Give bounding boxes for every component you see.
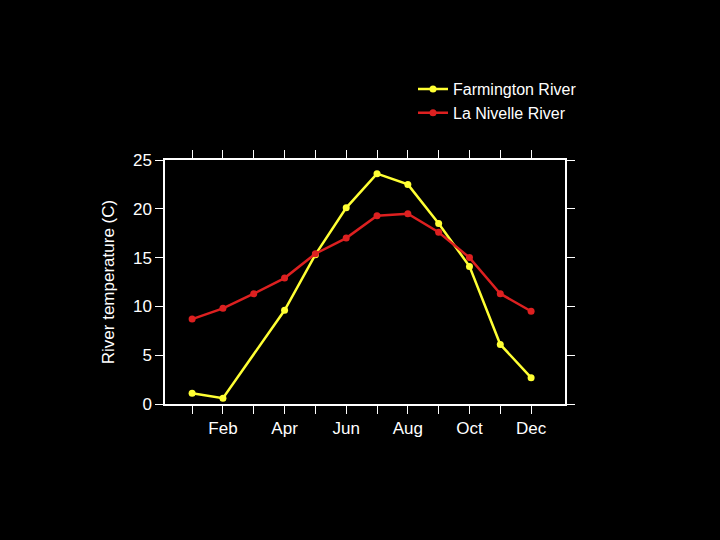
svg-text:5: 5 <box>142 346 151 365</box>
svg-text:River temperature (C): River temperature (C) <box>99 200 118 364</box>
svg-text:Farmington River: Farmington River <box>453 81 576 98</box>
svg-text:Aug: Aug <box>393 419 423 438</box>
svg-text:La Nivelle River: La Nivelle River <box>453 105 566 122</box>
svg-text:25: 25 <box>133 151 152 170</box>
svg-text:Jun: Jun <box>332 419 359 438</box>
svg-text:Dec: Dec <box>516 419 547 438</box>
svg-text:10: 10 <box>133 297 152 316</box>
svg-text:0: 0 <box>142 395 151 414</box>
svg-text:20: 20 <box>133 200 152 219</box>
svg-text:15: 15 <box>133 249 152 268</box>
svg-text:Oct: Oct <box>456 419 483 438</box>
svg-text:Apr: Apr <box>271 419 298 438</box>
svg-text:Feb: Feb <box>208 419 237 438</box>
